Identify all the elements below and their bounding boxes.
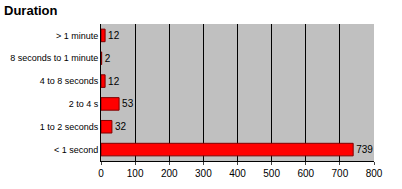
svg-text:700: 700 [332, 168, 349, 179]
svg-text:1 to 2 seconds: 1 to 2 seconds [40, 122, 99, 132]
svg-text:800: 800 [366, 168, 383, 179]
svg-text:53: 53 [122, 98, 134, 109]
svg-text:0: 0 [98, 168, 104, 179]
svg-text:739: 739 [356, 144, 373, 155]
svg-text:8 seconds to 1 minute: 8 seconds to 1 minute [10, 53, 98, 63]
svg-text:32: 32 [115, 121, 127, 132]
svg-text:12: 12 [108, 76, 120, 87]
svg-text:300: 300 [195, 168, 212, 179]
svg-text:2: 2 [105, 53, 111, 64]
svg-text:Duration: Duration [4, 3, 58, 18]
svg-text:4 to 8 seconds: 4 to 8 seconds [40, 76, 99, 86]
svg-text:100: 100 [127, 168, 144, 179]
svg-text:12: 12 [108, 30, 120, 41]
svg-text:500: 500 [263, 168, 280, 179]
svg-text:< 1 second: < 1 second [54, 145, 98, 155]
svg-text:400: 400 [229, 168, 246, 179]
svg-text:2 to 4 s: 2 to 4 s [69, 99, 99, 109]
svg-text:600: 600 [297, 168, 314, 179]
svg-text:> 1 minute: > 1 minute [56, 31, 98, 41]
svg-text:200: 200 [161, 168, 178, 179]
